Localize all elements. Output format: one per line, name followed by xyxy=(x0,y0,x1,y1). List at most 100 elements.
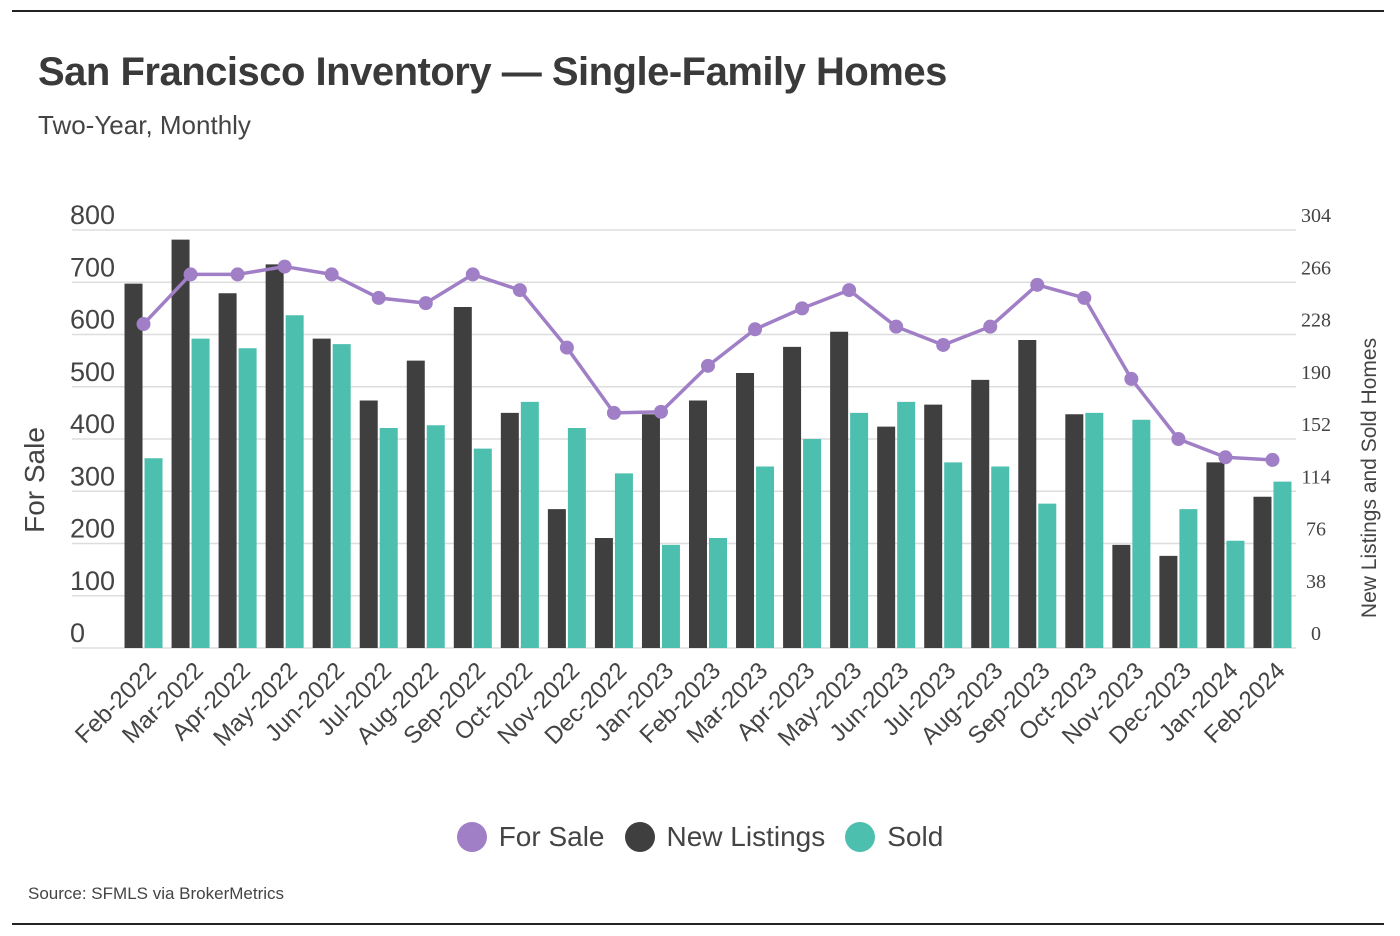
new-listings-bar xyxy=(1112,544,1131,648)
sold-bar xyxy=(897,401,916,648)
legend-swatch-for-sale xyxy=(456,822,487,852)
for-sale-point xyxy=(795,301,810,316)
for-sale-point xyxy=(512,283,527,298)
sold-bar xyxy=(1179,509,1198,648)
sold-bar xyxy=(332,344,351,648)
sold-bar xyxy=(709,538,727,648)
legend-swatch-new-listings xyxy=(624,822,655,852)
sold-bar xyxy=(426,425,445,648)
new-listings-bar xyxy=(453,307,472,648)
new-listings-bar xyxy=(1206,462,1225,648)
legend-swatch-sold xyxy=(845,822,876,852)
new-listings-bar xyxy=(594,538,613,648)
right-tick-label: 114 xyxy=(1301,466,1330,488)
left-tick-label: 600 xyxy=(70,305,115,335)
new-listings-bar xyxy=(1159,555,1178,648)
sold-bar xyxy=(473,448,492,648)
sold-bar xyxy=(238,348,257,648)
right-tick-label: 190 xyxy=(1301,362,1331,384)
for-sale-point xyxy=(842,283,857,298)
sold-bar xyxy=(614,473,633,648)
right-axis-ticks: 0 38 76 114 152 190 228 266 304 xyxy=(1301,205,1331,645)
for-sale-point xyxy=(1265,452,1280,467)
right-tick-label: 76 xyxy=(1306,519,1326,541)
for-sale-point xyxy=(1218,450,1233,465)
new-listings-bar xyxy=(689,400,707,648)
new-listings-bar xyxy=(500,412,519,648)
for-sale-point xyxy=(465,267,480,282)
legend-item-new-listings: New Listings xyxy=(624,821,826,853)
sold-bar xyxy=(803,439,822,648)
for-sale-point xyxy=(418,296,433,311)
legend: For Sale New Listings Sold xyxy=(0,812,1400,862)
new-listings-bar xyxy=(830,331,849,648)
for-sale-point xyxy=(559,340,574,355)
chart-title: San Francisco Inventory — Single-Family … xyxy=(38,50,947,94)
left-tick-label: 100 xyxy=(70,566,115,596)
new-listings-bar xyxy=(641,414,660,648)
right-tick-label: 38 xyxy=(1306,571,1326,593)
left-axis-ticks: 0 100 200 300 400 500 600 700 800 xyxy=(70,200,115,648)
sold-bar xyxy=(1038,503,1057,648)
for-sale-point xyxy=(936,337,951,352)
for-sale-point xyxy=(606,405,621,420)
new-listings-bar xyxy=(265,264,284,648)
x-axis-ticks: Feb-2022Mar-2022Apr-2022May-2022Jun-2022… xyxy=(70,657,1291,752)
new-listings-bar xyxy=(1018,340,1037,648)
new-listings-bar xyxy=(218,293,237,648)
right-tick-label: 0 xyxy=(1311,623,1321,645)
for-sale-point xyxy=(653,404,668,419)
sold-bar xyxy=(1132,419,1151,648)
for-sale-point xyxy=(183,267,198,282)
sold-bar xyxy=(379,428,398,648)
new-listings-bar xyxy=(171,239,190,648)
sold-bar xyxy=(520,401,539,648)
for-sale-point xyxy=(983,319,998,334)
right-tick-label: 304 xyxy=(1301,205,1331,227)
right-tick-label: 152 xyxy=(1301,414,1331,436)
for-sale-point xyxy=(1030,277,1045,292)
for-sale-point xyxy=(889,319,904,334)
for-sale-point xyxy=(1124,371,1139,386)
legend-label-new-listings: New Listings xyxy=(666,821,826,852)
left-tick-label: 800 xyxy=(70,200,115,230)
new-listings-bar xyxy=(1253,496,1272,648)
sold-bar xyxy=(567,428,586,648)
new-listings-bar xyxy=(547,509,566,648)
sold-bar xyxy=(1226,540,1245,648)
left-tick-label: 200 xyxy=(70,514,115,544)
sold-bar xyxy=(944,462,963,648)
new-listings-bar xyxy=(924,404,943,648)
right-axis-label: New Listings and Sold Homes xyxy=(1358,338,1381,618)
right-tick-label: 266 xyxy=(1301,257,1331,279)
for-sale-point xyxy=(277,259,292,274)
legend-label-for-sale: For Sale xyxy=(498,821,605,852)
new-listings-bar xyxy=(1065,414,1084,648)
sold-bar xyxy=(1273,481,1292,648)
legend-label-sold: Sold xyxy=(887,821,944,852)
for-sale-point xyxy=(701,358,715,373)
new-listings-bar xyxy=(783,346,802,648)
new-listings-bar xyxy=(736,373,755,648)
for-sale-point xyxy=(1171,432,1186,446)
legend-item-sold: Sold xyxy=(845,821,943,853)
top-rule xyxy=(12,10,1384,12)
for-sale-point xyxy=(230,267,245,282)
sold-bar xyxy=(285,315,304,648)
for-sale-point xyxy=(371,290,386,305)
sold-bar xyxy=(1085,412,1104,648)
sold-bar xyxy=(144,458,163,648)
for-sale-point xyxy=(1077,290,1092,305)
left-tick-label: 0 xyxy=(70,618,85,648)
left-tick-label: 700 xyxy=(70,252,115,282)
source-note: Source: SFMLS via BrokerMetrics xyxy=(28,884,285,903)
sold-bar xyxy=(756,466,775,648)
bottom-rule xyxy=(12,923,1384,925)
for-sale-point xyxy=(324,267,339,282)
sold-bar xyxy=(991,466,1010,648)
new-listings-bar xyxy=(312,338,331,648)
left-tick-label: 300 xyxy=(70,461,115,491)
new-listings-bar xyxy=(359,400,378,648)
for-sale-point xyxy=(748,322,763,337)
new-listings-bar xyxy=(406,360,425,648)
